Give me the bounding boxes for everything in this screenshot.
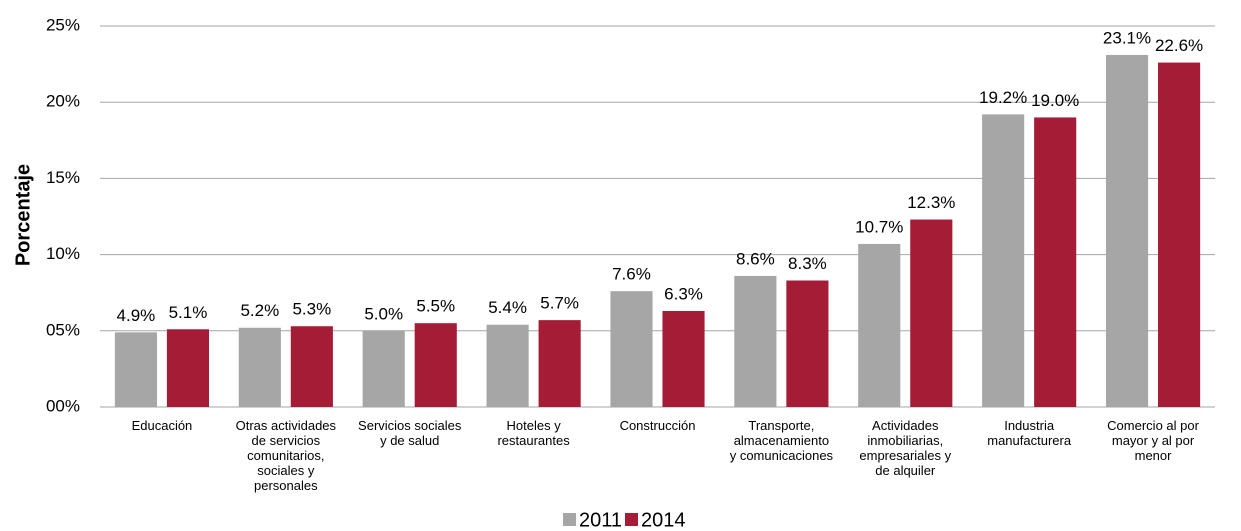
bar bbox=[290, 326, 333, 407]
bar bbox=[114, 332, 157, 407]
legend-swatch bbox=[563, 513, 576, 526]
bar bbox=[610, 291, 653, 407]
y-tick-label: 15% bbox=[46, 168, 80, 187]
x-tick-line: sociales y bbox=[257, 463, 315, 478]
data-label: 8.6% bbox=[736, 249, 775, 268]
x-tick-line: Hoteles y bbox=[507, 418, 562, 433]
x-tick-line: y comunicaciones bbox=[730, 448, 834, 463]
data-label: 19.0% bbox=[1031, 91, 1079, 110]
data-label: 23.1% bbox=[1103, 28, 1151, 47]
data-label: 7.6% bbox=[612, 265, 651, 284]
bar bbox=[1105, 54, 1149, 408]
x-tick-line: restaurantes bbox=[497, 433, 570, 448]
bar bbox=[662, 310, 705, 407]
bar bbox=[238, 327, 281, 407]
bar bbox=[982, 114, 1025, 407]
y-tick-label: 20% bbox=[46, 92, 80, 111]
x-tick-label: Industria manufacturera bbox=[987, 418, 1072, 448]
x-tick-line: de servicios bbox=[252, 433, 321, 448]
bar bbox=[1158, 62, 1201, 408]
legend-label: 2011 bbox=[579, 509, 622, 531]
x-tick-label: Transporte, almacenamiento y comunicacione… bbox=[730, 418, 834, 463]
x-tick-line: manufacturera bbox=[987, 433, 1072, 448]
y-tick-label: 10% bbox=[46, 244, 80, 263]
bar bbox=[166, 329, 210, 407]
data-label: 12.3% bbox=[907, 193, 955, 212]
y-tick-label: 25% bbox=[46, 15, 80, 34]
x-tick-line: mayor y al por bbox=[1112, 433, 1195, 448]
legend-label: 2014 bbox=[641, 509, 686, 531]
x-tick-line: Servicios sociales bbox=[358, 418, 462, 433]
data-label: 22.6% bbox=[1155, 36, 1203, 55]
bar bbox=[910, 219, 953, 407]
data-label: 5.1% bbox=[169, 303, 208, 322]
bar bbox=[786, 280, 829, 407]
x-tick-line: personales bbox=[254, 478, 318, 493]
bar bbox=[486, 324, 529, 407]
bar bbox=[538, 320, 581, 407]
bar bbox=[734, 275, 777, 407]
bar bbox=[414, 323, 457, 407]
x-tick-label: Servicios sociales y de salud bbox=[358, 418, 462, 448]
x-tick-line: Industria bbox=[1004, 418, 1055, 433]
x-tick-label: Comercio al por mayor y al por menor bbox=[1107, 418, 1199, 463]
x-tick-line: Construcción bbox=[620, 418, 696, 433]
data-label: 5.7% bbox=[540, 294, 579, 313]
x-tick-line: Actividades bbox=[872, 418, 939, 433]
bar bbox=[362, 330, 405, 407]
y-tick-label: 00% bbox=[46, 396, 80, 415]
x-tick-line: de alquiler bbox=[875, 463, 936, 478]
x-tick-line: comunitarios, bbox=[247, 448, 324, 463]
x-tick-line: Transporte, bbox=[748, 418, 814, 433]
x-tick-line: menor bbox=[1135, 448, 1173, 463]
y-tick-label: 05% bbox=[46, 320, 80, 339]
data-label: 10.7% bbox=[855, 217, 903, 236]
x-tick-line: empresariales y bbox=[859, 448, 951, 463]
y-axis-label: Porcentaje bbox=[12, 164, 34, 266]
x-tick-label: Actividades inmobiliarias, empresariales y… bbox=[859, 418, 951, 478]
bar bbox=[858, 243, 901, 407]
data-label: 8.3% bbox=[788, 254, 827, 273]
x-tick-line: Comercio al por bbox=[1107, 418, 1199, 433]
x-tick-line: Educación bbox=[132, 418, 193, 433]
legend-swatch bbox=[625, 513, 638, 526]
data-label: 5.2% bbox=[240, 301, 279, 320]
x-tick-label: Hoteles y restaurantes bbox=[497, 418, 570, 448]
x-tick-label: Otras actividades de servicios comunitario… bbox=[236, 418, 337, 493]
x-tick-label: Construcción bbox=[620, 418, 696, 433]
bar bbox=[1034, 117, 1077, 407]
data-label: 5.0% bbox=[364, 304, 403, 323]
x-tick-line: inmobiliarias, bbox=[867, 433, 943, 448]
x-tick-line: y de salud bbox=[380, 433, 439, 448]
data-label: 4.9% bbox=[117, 306, 156, 325]
data-label: 6.3% bbox=[664, 284, 703, 303]
x-tick-line: Otras actividades bbox=[236, 418, 337, 433]
data-label: 5.3% bbox=[292, 300, 331, 319]
data-label: 19.2% bbox=[979, 88, 1027, 107]
x-tick-label: Educación bbox=[132, 418, 193, 433]
data-label: 5.5% bbox=[416, 297, 455, 316]
x-tick-line: almacenamiento bbox=[734, 433, 829, 448]
data-label: 5.4% bbox=[488, 298, 527, 317]
